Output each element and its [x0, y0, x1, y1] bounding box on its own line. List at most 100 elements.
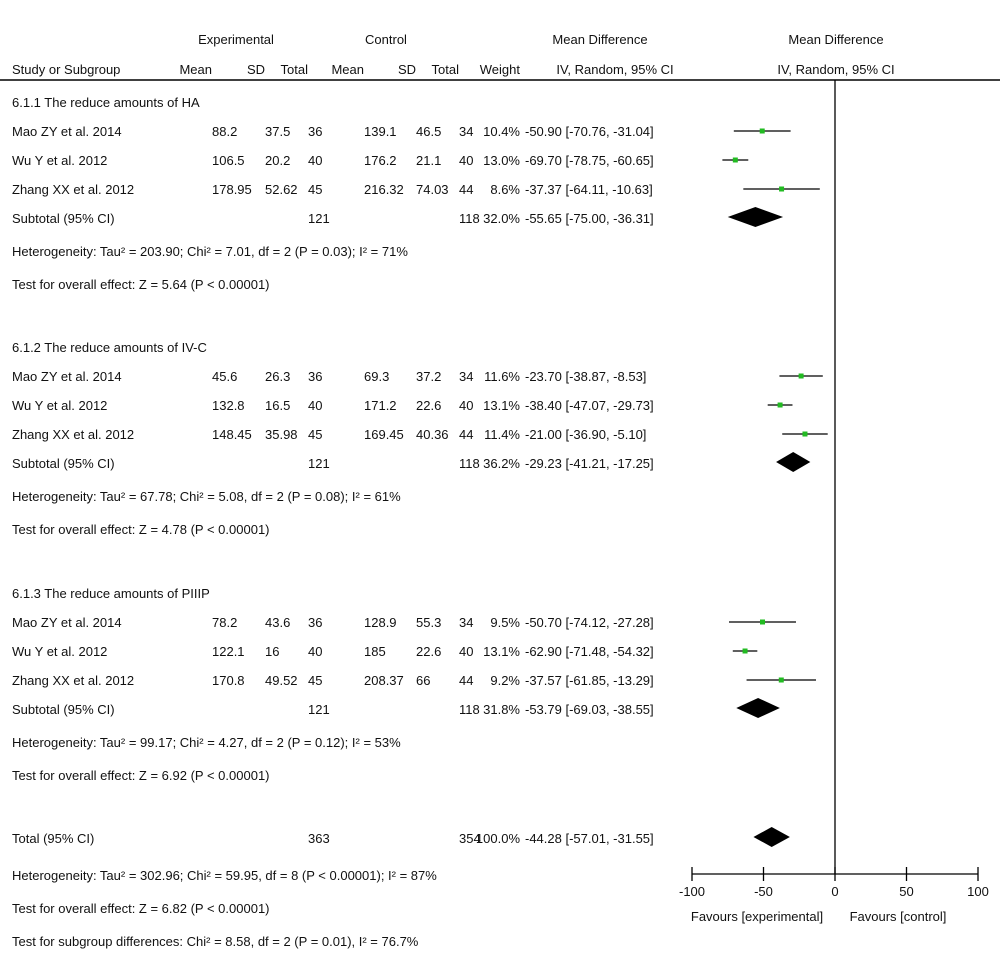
study-name: Wu Y et al. 2012 — [12, 153, 107, 168]
study-name: Zhang XX et al. 2012 — [12, 427, 134, 442]
subtotal-label: Subtotal (95% CI) — [12, 456, 115, 471]
control-total: 40 — [459, 644, 473, 659]
study-name: Mao ZY et al. 2014 — [12, 615, 122, 630]
overall-effect-text: Test for overall effect: Z = 6.92 (P < 0… — [12, 768, 270, 783]
study-point-estimate — [802, 431, 808, 437]
experimental-sd: 16.5 — [265, 398, 290, 413]
experimental-sd: 52.62 — [265, 182, 298, 197]
study-point-estimate — [742, 648, 748, 654]
total-diamond — [753, 827, 790, 847]
subtotal-weight: 32.0% — [483, 211, 520, 226]
experimental-mean: 148.45 — [212, 427, 252, 442]
control-total-header: Total — [432, 62, 460, 77]
heterogeneity-text: Heterogeneity: Tau² = 99.17; Chi² = 4.27… — [12, 735, 401, 750]
control-sd-header: SD — [398, 62, 416, 77]
overall-effect-text: Test for overall effect: Z = 5.64 (P < 0… — [12, 277, 270, 292]
subgroup-differences-text: Test for subgroup differences: Chi² = 8.… — [12, 934, 419, 949]
x-tick-label: 0 — [831, 884, 838, 899]
study-column-header: Study or Subgroup — [12, 62, 120, 77]
subgroup-title: 6.1.1 The reduce amounts of HA — [12, 95, 200, 110]
study-point-estimate — [759, 128, 765, 134]
x-tick-label: -100 — [679, 884, 705, 899]
control-total: 34 — [459, 124, 473, 139]
study-weight: 13.1% — [483, 398, 520, 413]
experimental-sd: 35.98 — [265, 427, 298, 442]
subtotal-diamond — [736, 698, 780, 718]
subtotal-effect-ci: -55.65 [-75.00, -36.31] — [525, 211, 654, 226]
subtotal-control-total: 118 — [459, 211, 480, 226]
control-mean: 139.1 — [364, 124, 397, 139]
control-mean: 128.9 — [364, 615, 397, 630]
study-effect-ci: -50.90 [-70.76, -31.04] — [525, 124, 654, 139]
control-mean: 208.37 — [364, 673, 404, 688]
total-overall-effect-text: Test for overall effect: Z = 6.82 (P < 0… — [12, 901, 270, 916]
effect-method-header: IV, Random, 95% CI — [556, 62, 673, 77]
subgroup-title: 6.1.3 The reduce amounts of PIIIP — [12, 586, 210, 601]
experimental-mean: 106.5 — [212, 153, 245, 168]
control-sd: 21.1 — [416, 153, 441, 168]
experimental-sd: 20.2 — [265, 153, 290, 168]
study-weight: 9.2% — [490, 673, 520, 688]
total-control-n: 354 — [459, 831, 481, 846]
control-total: 40 — [459, 398, 473, 413]
subtotal-effect-ci: -53.79 [-69.03, -38.55] — [525, 702, 654, 717]
total-weight: 100.0% — [476, 831, 521, 846]
x-tick-label: -50 — [754, 884, 773, 899]
experimental-mean: 122.1 — [212, 644, 245, 659]
subtotal-weight: 31.8% — [483, 702, 520, 717]
experimental-total: 36 — [308, 615, 322, 630]
experimental-total: 45 — [308, 427, 322, 442]
study-effect-ci: -62.90 [-71.48, -54.32] — [525, 644, 654, 659]
x-tick-label: 50 — [899, 884, 913, 899]
study-effect-ci: -50.70 [-74.12, -27.28] — [525, 615, 654, 630]
control-mean-header: Mean — [331, 62, 364, 77]
experimental-mean: 88.2 — [212, 124, 237, 139]
experimental-total: 40 — [308, 398, 322, 413]
experimental-mean: 170.8 — [212, 673, 245, 688]
experimental-mean-header: Mean — [179, 62, 212, 77]
study-name: Mao ZY et al. 2014 — [12, 124, 122, 139]
control-mean: 171.2 — [364, 398, 397, 413]
subtotal-experimental-total: 121 — [308, 211, 330, 226]
total-experimental-n: 363 — [308, 831, 330, 846]
overall-effect-text: Test for overall effect: Z = 4.78 (P < 0… — [12, 522, 270, 537]
effect-column-header: Mean Difference — [552, 32, 647, 47]
experimental-sd: 43.6 — [265, 615, 290, 630]
control-total: 44 — [459, 427, 473, 442]
study-weight: 11.6% — [484, 369, 520, 384]
experimental-header: Experimental — [198, 32, 274, 47]
study-weight: 9.5% — [490, 615, 520, 630]
subtotal-label: Subtotal (95% CI) — [12, 211, 115, 226]
subtotal-effect-ci: -29.23 [-41.21, -17.25] — [525, 456, 654, 471]
control-total: 40 — [459, 153, 473, 168]
study-weight: 8.6% — [490, 182, 520, 197]
control-mean: 69.3 — [364, 369, 389, 384]
study-weight: 10.4% — [483, 124, 520, 139]
control-total: 44 — [459, 673, 473, 688]
control-total: 34 — [459, 615, 473, 630]
subtotal-diamond — [727, 207, 784, 227]
study-effect-ci: -37.57 [-61.85, -13.29] — [525, 673, 654, 688]
experimental-total: 45 — [308, 673, 322, 688]
control-mean: 185 — [364, 644, 386, 659]
plot-method-header: IV, Random, 95% CI — [777, 62, 894, 77]
experimental-mean: 132.8 — [212, 398, 245, 413]
experimental-total: 45 — [308, 182, 322, 197]
subtotal-label: Subtotal (95% CI) — [12, 702, 115, 717]
control-sd: 37.2 — [416, 369, 441, 384]
study-effect-ci: -37.37 [-64.11, -10.63] — [525, 182, 653, 197]
plot-column-header: Mean Difference — [788, 32, 883, 47]
x-tick-label: 100 — [967, 884, 989, 899]
weight-header: Weight — [480, 62, 521, 77]
total-heterogeneity-text: Heterogeneity: Tau² = 302.96; Chi² = 59.… — [12, 868, 437, 883]
study-name: Zhang XX et al. 2012 — [12, 673, 134, 688]
subtotal-diamond — [776, 452, 811, 472]
experimental-sd: 49.52 — [265, 673, 298, 688]
experimental-mean: 178.95 — [212, 182, 252, 197]
heterogeneity-text: Heterogeneity: Tau² = 203.90; Chi² = 7.0… — [12, 244, 408, 259]
control-total: 44 — [459, 182, 473, 197]
control-sd: 74.03 — [416, 182, 449, 197]
study-name: Wu Y et al. 2012 — [12, 644, 107, 659]
experimental-total: 40 — [308, 644, 322, 659]
